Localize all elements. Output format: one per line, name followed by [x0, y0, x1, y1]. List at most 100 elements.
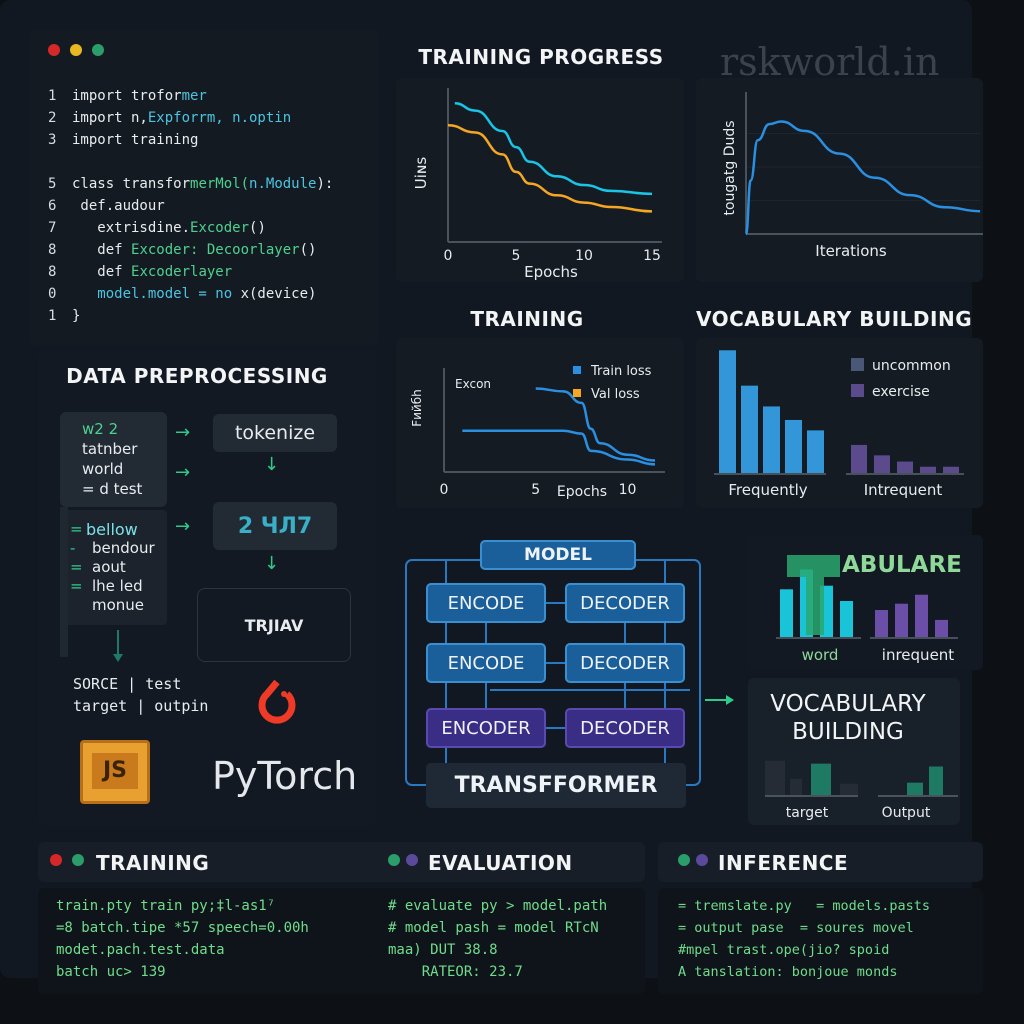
code-line: 0 model.model = no x(device)	[48, 286, 316, 302]
list-item: monue	[92, 596, 145, 614]
x-category-label: Output	[882, 805, 931, 821]
x-tick-label: 0	[440, 482, 449, 498]
console-line: = output pase = soures movel	[678, 920, 914, 936]
arrow-right-icon: →	[175, 516, 191, 537]
list-item: lhe led	[92, 577, 143, 595]
bar	[811, 763, 831, 795]
status-dot-icon	[388, 854, 400, 866]
code-line: 8 def Excoderlayer	[48, 264, 232, 280]
decoder-block[interactable]: DECODER	[565, 708, 685, 748]
encoder-block[interactable]: ENCODE	[426, 583, 546, 623]
x-category-label: target	[786, 805, 829, 821]
pytorch-logo-text: PyTorch	[212, 754, 358, 798]
series-line-0	[454, 102, 653, 196]
arrow-head	[113, 654, 123, 662]
console-line: = tremslate.py = models.pasts	[678, 898, 930, 914]
source-text: tatnber	[82, 440, 138, 458]
maximize-dot-icon[interactable]	[92, 44, 104, 56]
close-dot-icon[interactable]	[48, 44, 60, 56]
vocab-title: VOCABULARY BUILDING	[696, 307, 973, 331]
code-token: import n,	[72, 110, 148, 126]
list-item: bellow	[86, 520, 138, 539]
code-line: 1 import troformer	[48, 88, 207, 104]
code-token: class transfor	[72, 176, 191, 192]
encoder-block[interactable]: ENCODER	[426, 708, 546, 748]
transform-step[interactable]: TRJIAV	[197, 588, 351, 662]
target-line: target | outpin	[73, 697, 209, 715]
legend-swatch-val	[573, 389, 581, 397]
status-dot-icon	[406, 854, 418, 866]
console-line: train.pty train py;‡l-as1⁷	[56, 898, 276, 914]
iterations-chart: tougatg Duds Iterations	[722, 92, 990, 260]
list-item: bendour	[92, 539, 155, 557]
bar	[929, 766, 943, 795]
tabulare-chart: ABULARE word inrequent	[776, 552, 962, 664]
status-dot-icon	[696, 854, 708, 866]
tokenize-step[interactable]: tokenize	[213, 414, 337, 452]
series-line-1	[447, 123, 653, 213]
code-line: 8 def Excoder: Decoorlayer()	[48, 242, 316, 258]
annotation: Excon	[455, 377, 491, 391]
code-token: n.Module	[249, 176, 317, 192]
code-token: ):	[316, 176, 334, 192]
y-axis-label: Uiɴs	[412, 157, 430, 190]
x-category-label: inrequent	[882, 646, 955, 664]
model-block[interactable]: MODEL	[480, 540, 636, 570]
js-label: JS	[92, 753, 138, 789]
list-marker: =	[70, 577, 83, 595]
bar	[840, 783, 858, 795]
code-token: Excoder: Decoorlayer	[131, 242, 300, 258]
encoded-step[interactable]: 2 ЧЛ7	[213, 502, 337, 550]
training-console: train.pty train py;‡l-as1⁷ =8 batch.tipe …	[38, 888, 380, 994]
x-tick-label: 5	[531, 482, 540, 498]
console-line: RATEOR: 23.7	[388, 964, 523, 980]
code-line: 7 extrisdine.Excoder()	[48, 220, 266, 236]
y-axis-label: tougatg Duds	[722, 120, 738, 215]
x-axis-label: Epochs	[557, 484, 607, 500]
code-token: Excoderlayer	[131, 264, 233, 280]
bar	[935, 619, 948, 637]
iterations-chart-panel: tougatg Duds Iterations	[696, 78, 990, 282]
x-axis-label: Epochs	[524, 263, 578, 281]
js-file-icon: JS	[80, 740, 150, 804]
loss-chart: 0 5 10 15 Uiɴs Epochs	[412, 88, 662, 281]
vocab-building-chart: target Output	[765, 760, 958, 821]
code-token: ()	[299, 242, 317, 258]
transformer-block[interactable]: TRANSFFORMER	[426, 763, 686, 808]
code-token: }	[72, 308, 81, 324]
encoder-block[interactable]: ENCODE	[426, 643, 546, 683]
decoder-block[interactable]: DECODER	[565, 583, 685, 623]
decoder-block[interactable]: DECODER	[565, 643, 685, 683]
series-line-0	[744, 120, 981, 236]
status-dot-icon	[50, 854, 62, 866]
minimize-dot-icon[interactable]	[70, 44, 82, 56]
x-tick-label: 10	[619, 482, 637, 498]
bar	[741, 385, 758, 473]
x-tick-label: 5	[512, 248, 521, 264]
list-marker: =	[70, 520, 83, 538]
list-item: aout	[92, 558, 126, 576]
section-title: DATA PREPROCESSING	[66, 364, 328, 388]
training-progress-title: TRAINING PROGRESS	[418, 45, 664, 69]
source-text: world	[82, 460, 124, 478]
line-number: 2	[48, 110, 57, 126]
legend-label: uncommon	[872, 358, 951, 374]
bar	[851, 444, 867, 473]
series-line-1	[462, 429, 656, 466]
bar	[895, 603, 908, 637]
bar	[765, 760, 785, 795]
code-line: 2 import n,Expforrm, n.optin	[48, 110, 291, 126]
bar	[943, 466, 959, 473]
line-number: 6	[48, 198, 57, 214]
list-marker: -	[70, 539, 76, 557]
x-category-label: Intrequent	[864, 481, 943, 499]
token-list-box: = bellow - bendour = aout = lhe led monue	[64, 510, 167, 625]
code-token: import trofor	[72, 88, 182, 104]
code-token: def.audour	[72, 198, 165, 214]
loss-chart-panel: 0 5 10 15 Uiɴs Epochs	[396, 78, 684, 282]
bar	[920, 466, 936, 473]
source-text: w2 2	[82, 420, 119, 438]
code-line: 3 import training	[48, 132, 198, 148]
source-line: SORCE | test	[73, 675, 182, 693]
source-box: w2 2 tatnber world = d test	[60, 412, 167, 507]
